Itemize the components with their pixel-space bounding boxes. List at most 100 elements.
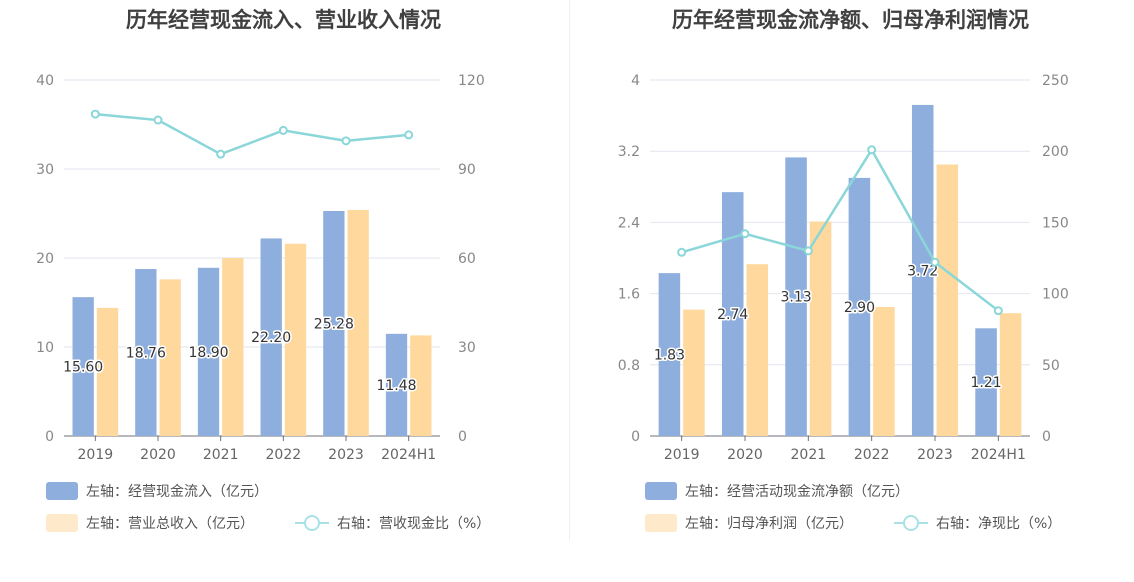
right-axis-tick: 150	[1042, 215, 1069, 231]
legend-label: 左轴：经营活动现金流净额（亿元）	[685, 484, 909, 500]
line-point	[867, 145, 877, 155]
legend-label: 左轴：经营现金流入（亿元）	[86, 484, 268, 500]
bar	[222, 258, 244, 436]
bar	[284, 243, 307, 436]
data-label: 18.90	[188, 345, 228, 361]
bar	[347, 209, 369, 436]
right-axis-tick: 250	[1042, 73, 1069, 89]
line-point	[341, 136, 351, 146]
bar	[936, 164, 959, 437]
chart-panel-cashflow-net: 历年经营现金流净额、归母净利润情况 0 0.8 1.6 2.4 3.2 4 0 50 100 15…	[567, 0, 1134, 582]
right-axis-tick: 100	[1042, 287, 1069, 303]
legend-swatch-blue	[46, 482, 78, 500]
bar	[848, 177, 871, 436]
legend-swatch-blue	[645, 482, 677, 500]
data-label: 1.83	[654, 348, 685, 364]
line-point	[404, 130, 414, 140]
left-axis-tick: 2.4	[618, 215, 640, 231]
right-axis-tick: 0	[458, 429, 467, 445]
legend-item-net-profit[interactable]: 左轴：归母净利润（亿元）	[645, 513, 853, 533]
bar	[999, 313, 1022, 436]
bar	[260, 238, 282, 436]
legend-label: 右轴：营收现金比（%）	[337, 516, 491, 532]
x-axis-tick-label: 2022	[854, 447, 890, 463]
line-point	[677, 247, 687, 257]
legend-label: 左轴：归母净利润（亿元）	[685, 516, 853, 532]
data-label: 22.20	[251, 330, 291, 346]
bar	[658, 273, 681, 436]
line-point	[740, 229, 750, 239]
legend-item-ratio[interactable]: 右轴：营收现金比（%）	[295, 513, 490, 533]
x-axis-tick-label: 2022	[266, 447, 302, 463]
legend-line-swatch	[894, 514, 928, 532]
x-axis-tick-label: 2021	[791, 447, 827, 463]
chart-title: 历年经营现金流净额、归母净利润情况	[672, 8, 1029, 32]
left-axis-tick: 4	[631, 73, 640, 89]
panel-divider	[569, 0, 570, 540]
x-axis-tick-label: 2020	[727, 447, 763, 463]
x-axis-tick-label: 2024H1	[971, 447, 1026, 463]
data-label: 2.90	[844, 300, 875, 316]
right-axis-tick: 0	[1042, 429, 1051, 445]
legend-item-cash-ratio[interactable]: 右轴：净现比（%）	[894, 513, 1061, 533]
legend-line-swatch	[295, 514, 329, 532]
line-point	[216, 149, 226, 159]
series-line	[681, 147, 1000, 312]
bar	[911, 104, 934, 437]
right-axis-tick: 30	[458, 340, 476, 356]
data-label: 25.28	[314, 317, 354, 333]
x-axis-tick-label: 2024H1	[381, 447, 436, 463]
right-axis-tick: 120	[458, 73, 485, 89]
bar	[197, 267, 220, 436]
bar	[873, 306, 895, 436]
legend-swatch-orange	[46, 514, 78, 532]
legend-item-inflow[interactable]: 左轴：经营现金流入（亿元）	[46, 481, 268, 501]
bar	[785, 157, 807, 436]
chart-panel-cashflow-inflow: 历年经营现金流入、营业收入情况 0 10 20 30 40 0 30 60 90 120 2019 2…	[36, 8, 490, 533]
legend-item-net-cashflow[interactable]: 左轴：经营活动现金流净额（亿元）	[645, 481, 909, 501]
chart-title: 历年经营现金流入、营业收入情况	[126, 8, 441, 32]
left-axis-tick: 0	[631, 429, 640, 445]
line-point	[153, 115, 163, 125]
data-label: 15.60	[63, 360, 103, 376]
legend-label: 左轴：营业总收入（亿元）	[86, 516, 254, 532]
left-axis-tick: 40	[36, 73, 54, 89]
bar	[135, 269, 157, 436]
bar	[96, 307, 119, 436]
data-label: 18.76	[126, 346, 166, 362]
bar	[72, 297, 94, 436]
bar	[721, 192, 744, 436]
data-label: 11.48	[376, 378, 416, 394]
left-axis-tick: 20	[36, 251, 54, 267]
line-point	[993, 306, 1003, 316]
x-axis-tick-label: 2021	[203, 447, 239, 463]
data-label: 1.21	[970, 375, 1001, 391]
right-axis-tick: 90	[458, 162, 476, 178]
x-axis-tick-label: 2023	[917, 447, 953, 463]
data-label: 3.72	[907, 263, 938, 279]
x-axis-tick-label: 2019	[664, 447, 700, 463]
left-axis-tick: 0.8	[618, 358, 640, 374]
bar	[385, 333, 408, 436]
left-axis-tick: 10	[36, 340, 54, 356]
left-axis-tick: 1.6	[618, 287, 640, 303]
bar	[746, 264, 769, 436]
bar	[323, 211, 345, 436]
legend-label: 右轴：净现比（%）	[936, 516, 1062, 532]
data-label: 2.74	[717, 307, 748, 323]
x-axis-tick-label: 2020	[140, 447, 176, 463]
right-axis-tick: 200	[1042, 144, 1069, 160]
chart-plot-cashflow-net: 0 0.8 1.6 2.4 3.2 4 0 50 100 150 200 250 2019 2020 202…	[618, 73, 1069, 463]
x-axis-tick-label: 2019	[78, 447, 114, 463]
left-axis-tick: 30	[36, 162, 54, 178]
bar	[975, 328, 997, 436]
left-axis-tick: 0	[45, 429, 54, 445]
line-point	[278, 125, 288, 135]
legend-item-revenue[interactable]: 左轴：营业总收入（亿元）	[46, 513, 254, 533]
bar	[159, 279, 181, 436]
left-axis-tick: 3.2	[618, 144, 640, 160]
legend-swatch-orange	[645, 514, 677, 532]
right-axis-tick: 60	[458, 251, 476, 267]
data-label: 3.13	[780, 290, 811, 306]
